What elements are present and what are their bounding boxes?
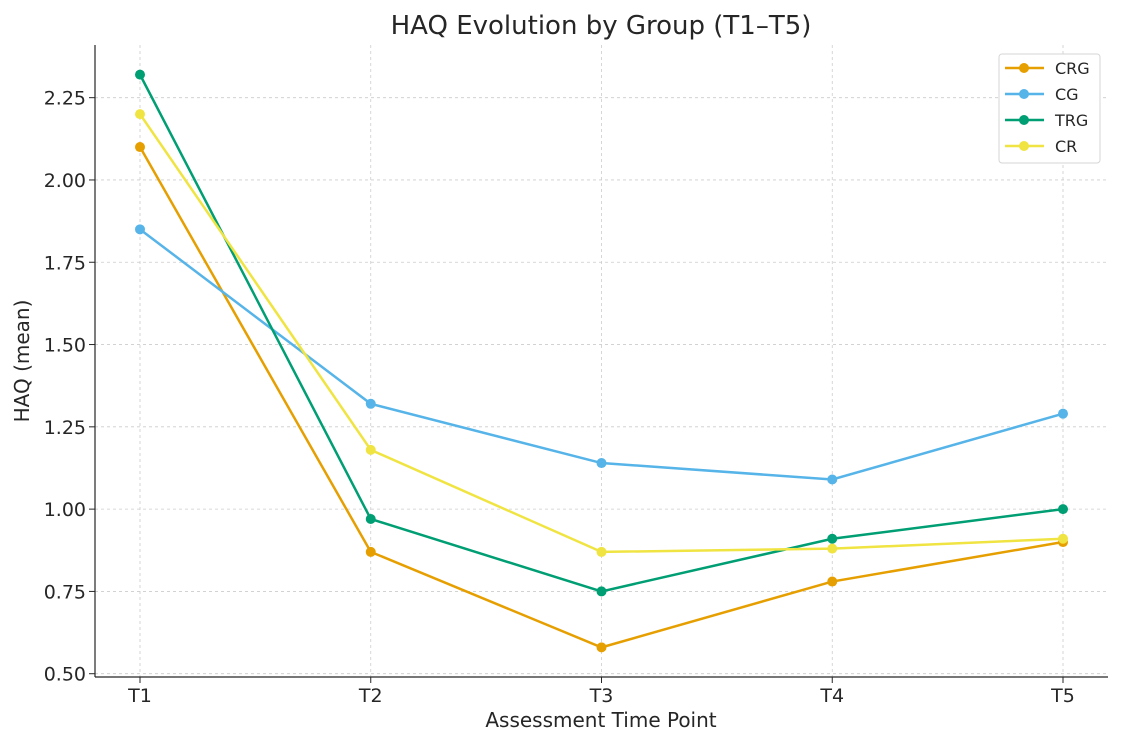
chart-title: HAQ Evolution by Group (T1–T5) bbox=[391, 11, 812, 41]
data-point-trg bbox=[596, 586, 607, 597]
x-tick-label: T5 bbox=[1050, 685, 1075, 707]
x-tick-label: T4 bbox=[819, 685, 844, 707]
data-point-crg bbox=[135, 142, 145, 153]
grid bbox=[95, 45, 1108, 677]
y-axis-label: HAQ (mean) bbox=[10, 300, 34, 423]
y-tick-label: 1.25 bbox=[44, 417, 86, 439]
legend-label-cr: CR bbox=[1055, 137, 1077, 156]
data-point-cr bbox=[827, 543, 838, 554]
data-point-trg bbox=[135, 69, 145, 80]
legend-marker-cr bbox=[1019, 141, 1029, 151]
legend-marker-crg bbox=[1019, 63, 1029, 73]
x-tick-label: T1 bbox=[127, 685, 152, 707]
y-tick-label: 0.75 bbox=[44, 581, 86, 603]
x-axis-label: Assessment Time Point bbox=[485, 708, 716, 732]
data-point-trg bbox=[365, 514, 376, 524]
y-tick-label: 0.50 bbox=[44, 664, 86, 686]
data-point-cr bbox=[596, 546, 607, 557]
data-point-trg bbox=[827, 533, 838, 544]
series-line-crg bbox=[138, 146, 1064, 649]
y-tick-label: 1.75 bbox=[44, 252, 86, 274]
axes: T1 T2 T3 T4 T5 0.50 0.75 1.00 1.25 1.50 1.75 2.00 2.… bbox=[44, 45, 1108, 707]
series-group bbox=[135, 69, 1068, 653]
y-tick-label: 2.25 bbox=[44, 88, 86, 110]
data-point-cg bbox=[1058, 408, 1068, 419]
data-point-cg bbox=[135, 224, 145, 235]
data-point-cg bbox=[365, 398, 376, 409]
data-point-crg bbox=[596, 642, 607, 653]
legend-marker-trg bbox=[1019, 115, 1029, 125]
y-tick-label: 2.00 bbox=[44, 170, 86, 192]
legend-marker-cg bbox=[1019, 89, 1029, 99]
data-point-crg bbox=[827, 576, 838, 587]
legend-box bbox=[998, 53, 1101, 164]
data-point-cg bbox=[827, 474, 838, 485]
x-tick-label: T2 bbox=[358, 685, 383, 707]
y-tick-label: 1.00 bbox=[44, 499, 86, 521]
y-tick-label: 1.50 bbox=[44, 335, 86, 357]
legend: CRG CG TRG CR bbox=[998, 53, 1101, 164]
data-point-crg bbox=[365, 546, 376, 557]
legend-label-crg: CRG bbox=[1055, 59, 1090, 78]
data-point-cr bbox=[135, 109, 145, 120]
data-point-trg bbox=[1058, 504, 1068, 515]
x-tick-label: T3 bbox=[589, 685, 614, 707]
legend-label-cg: CG bbox=[1055, 85, 1079, 104]
data-point-cr bbox=[1058, 533, 1068, 544]
data-point-cg bbox=[596, 458, 607, 469]
legend-label-trg: TRG bbox=[1054, 111, 1088, 130]
data-point-cr bbox=[365, 444, 376, 455]
